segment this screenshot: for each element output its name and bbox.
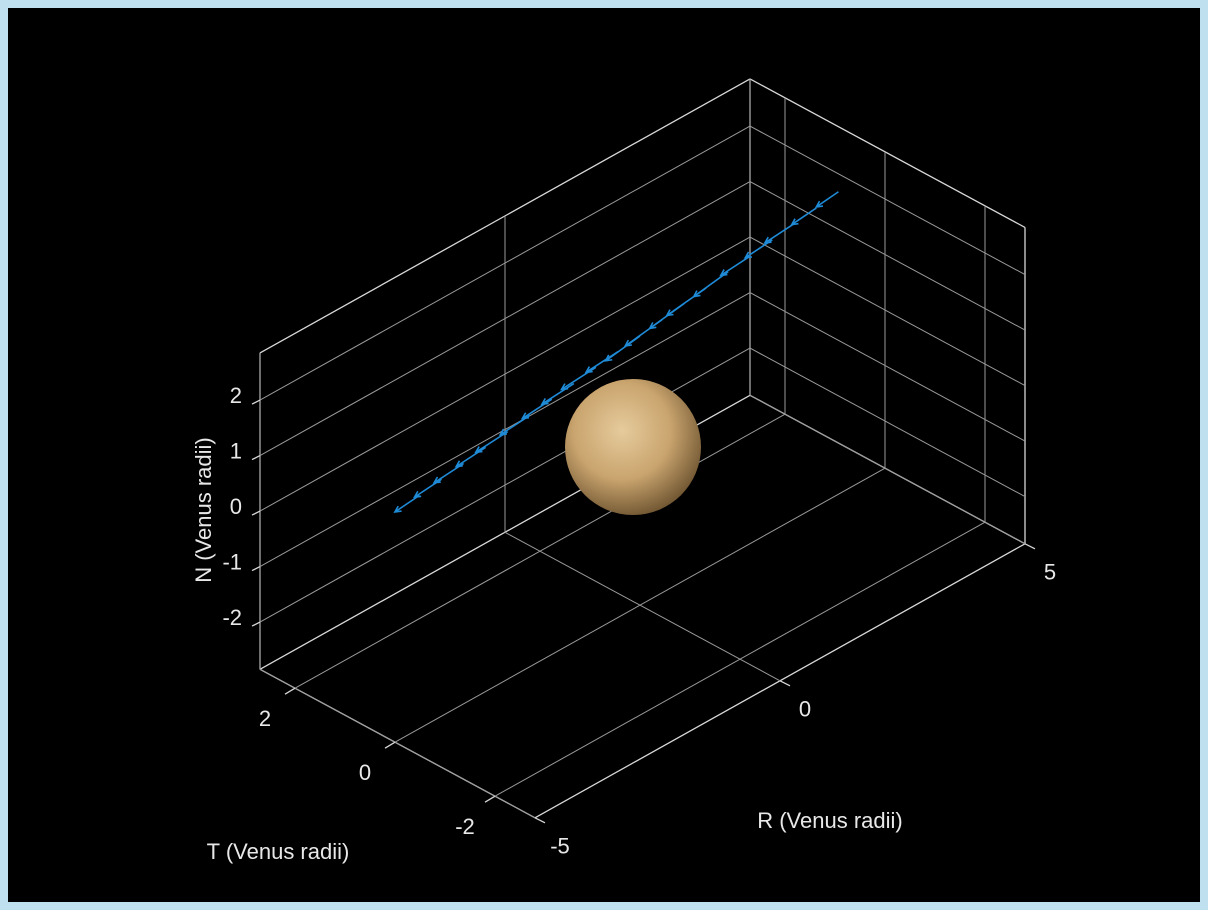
x-tick-label: 0 (799, 697, 811, 722)
y-tick-label: 0 (359, 760, 371, 785)
z-tick-label: 2 (230, 383, 242, 408)
y-tick-label: -2 (455, 814, 475, 839)
page: N (Venus radii) T (Venus radii) R (Venus… (0, 0, 1208, 910)
z-tick-label: 0 (230, 494, 242, 519)
x-tick-label: 5 (1044, 560, 1056, 585)
x-tick-label: -5 (550, 834, 570, 859)
chart: N (Venus radii) T (Venus radii) R (Venus… (0, 0, 1208, 910)
z-tick-label: 1 (230, 438, 242, 463)
x-axis-title: R (Venus radii) (757, 808, 903, 833)
y-axis-title: T (Venus radii) (207, 839, 350, 864)
z-axis-title: N (Venus radii) (191, 437, 216, 583)
z-tick-label: -2 (222, 605, 242, 630)
z-tick-label: -1 (222, 549, 242, 574)
y-tick-label: 2 (259, 706, 271, 731)
venus-sphere (565, 379, 701, 515)
